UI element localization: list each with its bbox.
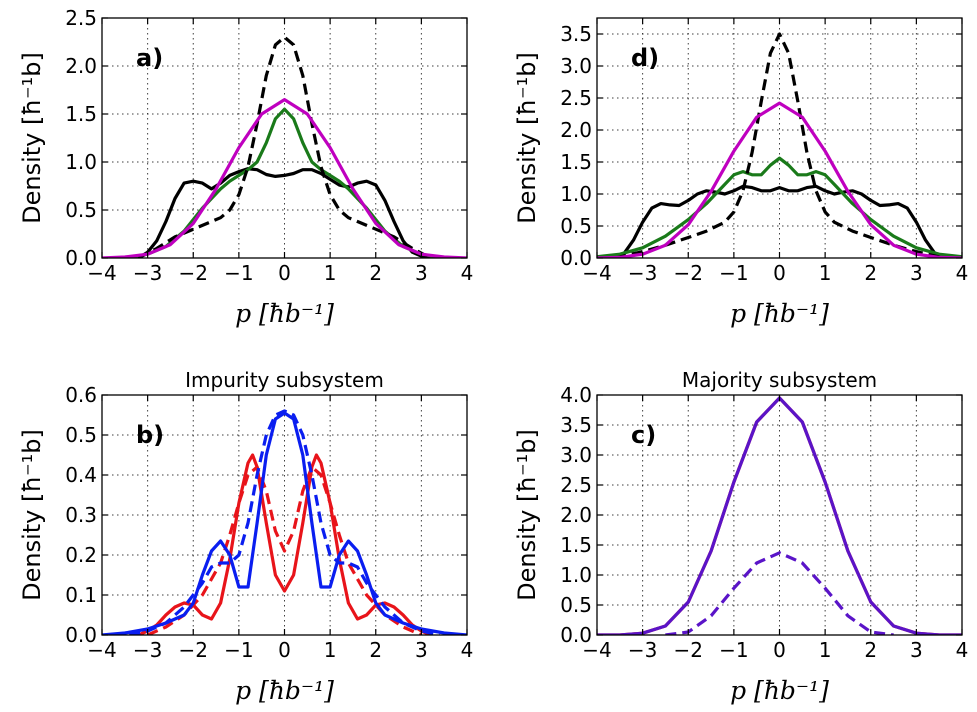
y-tick-label: 2.5 — [560, 473, 592, 497]
x-tick-label: 2 — [369, 638, 382, 662]
y-axis-label: Density [ħ⁻¹b] — [513, 52, 541, 224]
x-tick-label: −1 — [719, 261, 748, 285]
y-tick-label: 0.5 — [560, 593, 592, 617]
x-tick-label: −3 — [133, 638, 162, 662]
x-axis-label: p [ħb⁻¹] — [730, 676, 829, 705]
x-tick-label: 1 — [324, 261, 337, 285]
series-line-d-1 — [597, 156, 962, 258]
x-tick-label: −2 — [179, 638, 208, 662]
y-tick-label: 2.5 — [65, 6, 97, 30]
y-tick-label: 1.5 — [560, 533, 592, 557]
y-tick-label: 0.2 — [65, 543, 97, 567]
panel-title: Impurity subsystem — [185, 368, 384, 392]
y-tick-label: 0.0 — [65, 623, 97, 647]
series-line-d-2 — [614, 32, 945, 258]
y-tick-label: 1.5 — [560, 150, 592, 174]
y-tick-label: 0.5 — [65, 423, 97, 447]
y-tick-label: 2.0 — [65, 54, 97, 78]
y-tick-label: 3.5 — [560, 22, 592, 46]
y-tick-label: 2.0 — [560, 503, 592, 527]
y-tick-label: 2.0 — [560, 118, 592, 142]
x-tick-label: 4 — [461, 261, 474, 285]
x-tick-label: 3 — [415, 261, 428, 285]
x-tick-label: 4 — [461, 638, 474, 662]
x-tick-label: 0 — [278, 638, 291, 662]
y-tick-label: 0.1 — [65, 583, 97, 607]
y-tick-label: 4.0 — [560, 383, 592, 407]
series-line-b-3 — [129, 409, 440, 635]
x-axis-label: p [ħb⁻¹] — [730, 299, 829, 328]
series-line-d-3 — [597, 101, 962, 258]
panel-label: c) — [631, 421, 656, 449]
x-tick-label: 2 — [864, 638, 877, 662]
x-tick-label: 1 — [819, 638, 832, 662]
panel-c: −4 −3 −2 −1 0 1 2 3 4 0.0 0.5 1.0 1.5 2.0 2.5 3.0 3.5 4.0… — [513, 368, 968, 705]
x-tick-label: −4 — [582, 638, 611, 662]
y-tick-label: 0.0 — [65, 246, 97, 270]
y-tick-label: 0.3 — [65, 503, 97, 527]
x-tick-label: 1 — [819, 261, 832, 285]
y-tick-label: 3.0 — [560, 54, 592, 78]
x-tick-label: −3 — [133, 261, 162, 285]
y-tick-label: 0.5 — [560, 214, 592, 238]
x-tick-label: −4 — [582, 261, 611, 285]
y-tick-label: 0.5 — [65, 198, 97, 222]
y-tick-label: 1.5 — [65, 102, 97, 126]
x-tick-label: −4 — [87, 638, 116, 662]
panel-label: a) — [136, 44, 163, 72]
panel-d: −4 −3 −2 −1 0 1 2 3 4 0.0 0.5 1.0 1.5 2.0 2.5 3.0 3.5 d) D… — [513, 17, 969, 328]
series-line-a-2 — [137, 35, 432, 258]
x-tick-label: −1 — [719, 638, 748, 662]
x-tick-label: 2 — [864, 261, 877, 285]
x-tick-label: 3 — [910, 261, 923, 285]
y-axis-label: Density [ħ⁻¹b] — [513, 429, 541, 601]
series-line-b-1 — [146, 465, 423, 635]
series-line-d-0 — [614, 184, 945, 258]
series-line-b-0 — [137, 453, 432, 635]
panel-label: d) — [631, 44, 659, 72]
series-line-a-3 — [102, 98, 467, 258]
y-axis-label: Density [ħ⁻¹b] — [18, 429, 46, 601]
x-axis-label: p [ħb⁻¹] — [235, 299, 334, 328]
x-tick-label: −2 — [179, 261, 208, 285]
y-tick-label: 1.0 — [65, 150, 97, 174]
y-tick-label: 1.0 — [560, 182, 592, 206]
x-tick-label: 0 — [278, 261, 291, 285]
x-tick-label: −2 — [674, 638, 703, 662]
x-tick-label: 3 — [910, 638, 923, 662]
x-tick-label: −2 — [674, 261, 703, 285]
x-tick-label: 3 — [415, 638, 428, 662]
y-tick-label: 3.0 — [560, 443, 592, 467]
series-line-c-2 — [665, 551, 894, 635]
x-tick-label: −1 — [224, 638, 253, 662]
panel-a: −4 −3 −2 −1 0 1 2 3 4 0.0 0.5 1.0 1.5 2.0 2.5 a) Density… — [18, 6, 473, 328]
y-tick-label: 0.0 — [560, 246, 592, 270]
y-tick-label: 0.6 — [65, 383, 97, 407]
y-tick-label: 1.0 — [560, 563, 592, 587]
y-tick-label: 2.5 — [560, 86, 592, 110]
x-tick-label: 1 — [324, 638, 337, 662]
y-axis-label: Density [ħ⁻¹b] — [18, 52, 46, 224]
x-tick-label: −1 — [224, 261, 253, 285]
x-tick-label: 2 — [369, 261, 382, 285]
series-line-a-0 — [137, 167, 431, 258]
x-tick-label: −3 — [628, 261, 657, 285]
panel-label: b) — [136, 421, 164, 449]
y-tick-label: 3.5 — [560, 413, 592, 437]
y-tick-label: 0.0 — [560, 623, 592, 647]
x-tick-label: 4 — [956, 638, 969, 662]
x-tick-label: −3 — [628, 638, 657, 662]
panel-b: −4 −3 −2 −1 0 1 2 3 4 0.0 0.1 0.2 0.3 0.4 0.5 0.6 b) Impu… — [18, 368, 473, 705]
x-tick-label: −4 — [87, 261, 116, 285]
x-tick-label: 0 — [773, 261, 786, 285]
panel-title: Majority subsystem — [682, 368, 877, 392]
x-axis-label: p [ħb⁻¹] — [235, 676, 334, 705]
y-tick-label: 0.4 — [65, 463, 97, 487]
series-line-b-2 — [102, 411, 467, 635]
x-tick-label: 4 — [956, 261, 969, 285]
x-tick-label: 0 — [773, 638, 786, 662]
